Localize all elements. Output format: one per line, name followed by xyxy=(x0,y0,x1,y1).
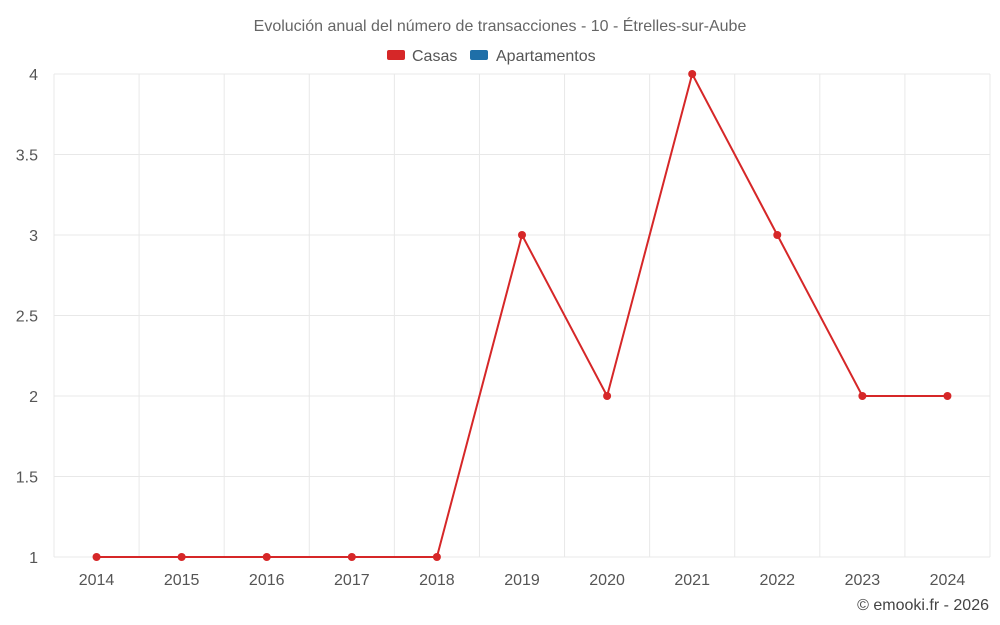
legend-label-casas: Casas xyxy=(412,48,457,65)
data-point[interactable] xyxy=(92,553,101,561)
x-tick-label: 2021 xyxy=(674,572,710,589)
x-tick-label: 2020 xyxy=(589,572,625,589)
legend-item-casas[interactable]: Casas xyxy=(387,48,457,65)
chart-title: Evolución anual del número de transaccio… xyxy=(254,16,747,35)
x-tick-label: 2019 xyxy=(504,572,540,589)
credit-text: © emooki.fr - 2026 xyxy=(857,597,989,614)
data-point[interactable] xyxy=(603,392,612,400)
legend-item-apartamentos[interactable]: Apartamentos xyxy=(470,48,596,65)
x-tick-label: 2018 xyxy=(419,572,455,589)
legend-swatch-apartamentos xyxy=(470,50,488,60)
y-axis-ticks: 1 1.5 2 2.5 3 3.5 4 xyxy=(16,67,38,567)
y-tick-label: 2 xyxy=(29,389,38,406)
x-tick-label: 2022 xyxy=(759,572,795,589)
data-point[interactable] xyxy=(347,553,356,561)
x-tick-label: 2016 xyxy=(249,572,285,589)
y-tick-label: 4 xyxy=(29,67,38,84)
x-tick-label: 2015 xyxy=(164,572,200,589)
data-point[interactable] xyxy=(432,553,441,561)
data-point[interactable] xyxy=(943,392,952,400)
data-point[interactable] xyxy=(177,553,186,561)
y-tick-label: 3.5 xyxy=(16,148,38,165)
y-tick-label: 1 xyxy=(29,550,38,567)
x-axis-ticks: 2014 2015 2016 2017 2018 2019 2020 2021 2022 2023… xyxy=(79,572,966,589)
legend-swatch-casas xyxy=(387,50,405,60)
legend-label-apartamentos: Apartamentos xyxy=(496,48,596,65)
y-tick-label: 1.5 xyxy=(16,470,38,487)
x-tick-label: 2017 xyxy=(334,572,370,589)
y-tick-label: 3 xyxy=(29,228,38,245)
x-tick-label: 2014 xyxy=(79,572,115,589)
series-casas xyxy=(92,70,952,561)
data-point[interactable] xyxy=(518,231,526,239)
data-point[interactable] xyxy=(262,553,271,561)
data-point[interactable] xyxy=(773,231,782,239)
y-tick-label: 2.5 xyxy=(16,309,38,326)
data-point[interactable] xyxy=(688,70,697,78)
data-point[interactable] xyxy=(858,392,867,400)
y-gridlines xyxy=(54,73,990,558)
x-tick-label: 2023 xyxy=(845,572,881,589)
legend: Casas Apartamentos xyxy=(387,48,596,65)
x-tick-label: 2024 xyxy=(930,572,966,589)
